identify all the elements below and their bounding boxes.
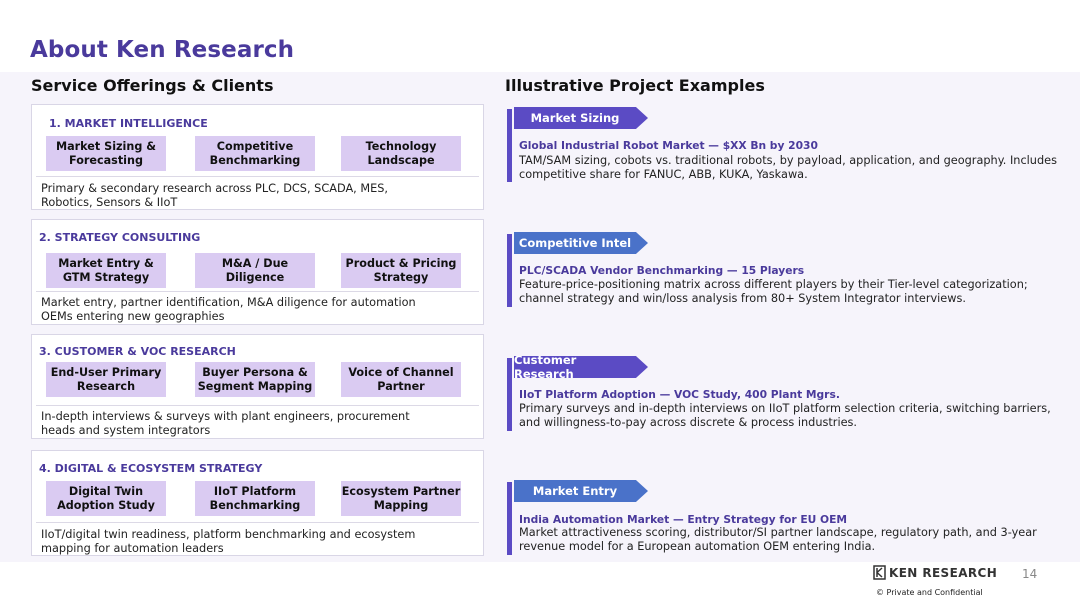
card-divider — [36, 291, 479, 292]
project-accent-bar — [507, 482, 512, 555]
project-body: Feature-price-positioning matrix across … — [519, 278, 1028, 305]
ken-logo-icon — [873, 565, 886, 580]
project-body: Market attractiveness scoring, distribut… — [519, 526, 1037, 553]
project-tag-market-sizing: Market Sizing — [514, 107, 648, 129]
card-description: In-depth interviews & surveys with plant… — [41, 410, 410, 437]
logo-text: KEN RESEARCH — [889, 565, 998, 580]
project-headline: India Automation Market — Entry Strategy… — [519, 513, 848, 526]
pill-market-sizing: Market Sizing & Forecasting — [46, 136, 166, 171]
project-tag-competitive-intel: Competitive Intel — [514, 232, 648, 254]
pill-market-entry: Market Entry & GTM Strategy — [46, 253, 166, 288]
card-title: 1. MARKET INTELLIGENCE — [49, 117, 208, 130]
service-card-strategy-consulting: 2. STRATEGY CONSULTING Market Entry & GT… — [31, 219, 484, 325]
pill-end-user-research: End-User Primary Research — [46, 362, 166, 397]
pill-technology-landscape: Technology Landscape — [341, 136, 461, 171]
project-tag-market-entry: Market Entry — [514, 480, 648, 502]
pill-buyer-persona: Buyer Persona & Segment Mapping — [195, 362, 315, 397]
project-examples-heading: Illustrative Project Examples — [505, 76, 765, 95]
card-title: 4. DIGITAL & ECOSYSTEM STRATEGY — [39, 462, 263, 475]
project-tag-customer-research: Customer Research — [514, 356, 648, 378]
pill-iiot-platform: IIoT Platform Benchmarking — [195, 481, 315, 516]
service-card-customer-voc: 3. CUSTOMER & VOC RESEARCH End-User Prim… — [31, 334, 484, 439]
project-headline: IIoT Platform Adoption — VOC Study, 400 … — [519, 388, 840, 401]
project-body: Primary surveys and in-depth interviews … — [519, 402, 1051, 429]
service-card-market-intelligence: 1. MARKET INTELLIGENCE Market Sizing & F… — [31, 104, 484, 210]
card-title: 2. STRATEGY CONSULTING — [39, 231, 201, 244]
card-divider — [36, 176, 479, 177]
pill-digital-twin: Digital Twin Adoption Study — [46, 481, 166, 516]
project-body: TAM/SAM sizing, cobots vs. traditional r… — [519, 154, 1057, 181]
card-description: IIoT/digital twin readiness, platform be… — [41, 528, 416, 555]
project-accent-bar — [507, 358, 512, 431]
service-offerings-heading: Service Offerings & Clients — [31, 76, 274, 95]
confidential-notice: © Private and Confidential — [876, 588, 983, 597]
pill-voice-of-channel: Voice of Channel Partner — [341, 362, 461, 397]
card-title: 3. CUSTOMER & VOC RESEARCH — [39, 345, 236, 358]
card-divider — [36, 405, 479, 406]
project-headline: Global Industrial Robot Market — $XX Bn … — [519, 139, 818, 152]
card-description: Primary & secondary research across PLC,… — [41, 182, 389, 209]
card-divider — [36, 522, 479, 523]
service-card-digital-ecosystem: 4. DIGITAL & ECOSYSTEM STRATEGY Digital … — [31, 450, 484, 556]
card-description: Market entry, partner identification, M&… — [41, 296, 416, 323]
page-title: About Ken Research — [30, 37, 295, 63]
pill-competitive-benchmarking: Competitive Benchmarking — [195, 136, 315, 171]
project-accent-bar — [507, 234, 512, 307]
project-headline: PLC/SCADA Vendor Benchmarking — 15 Playe… — [519, 264, 805, 277]
pill-ecosystem-partner: Ecosystem Partner Mapping — [341, 481, 461, 516]
page-number: 14 — [1022, 567, 1038, 581]
pill-product-pricing: Product & Pricing Strategy — [341, 253, 461, 288]
pill-m-and-a: M&A / Due Diligence — [195, 253, 315, 288]
ken-research-logo: KEN RESEARCH — [873, 565, 997, 580]
project-accent-bar — [507, 109, 512, 182]
